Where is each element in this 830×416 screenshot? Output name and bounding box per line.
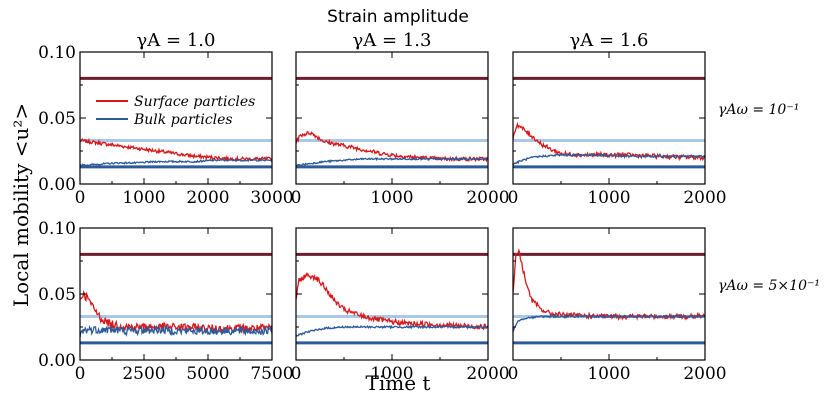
figure-suptitle: Strain amplitude (327, 7, 469, 27)
row-labels: γAω = 10⁻¹ γAω = 5×10⁻¹ (718, 102, 820, 294)
series-line-surface (80, 290, 272, 335)
x-tick-label: 2000 (466, 188, 509, 208)
x-tick-label: 1000 (587, 188, 630, 208)
row-label-2: γAω = 5×10⁻¹ (718, 278, 820, 294)
x-tick-label: 2000 (186, 188, 229, 208)
x-tick-label: 2000 (683, 364, 726, 384)
series-line-bulk (80, 158, 272, 168)
y-tick-label: 0.10 (38, 219, 76, 239)
x-tick-label: 2000 (683, 188, 726, 208)
x-tick-label: 0 (508, 364, 519, 384)
series-line-surface (296, 130, 488, 163)
y-tick-label: 0.05 (38, 285, 76, 305)
y-tick-label: 0.05 (38, 109, 76, 129)
x-tick-label: 0 (75, 364, 86, 384)
series-line-bulk (296, 324, 488, 338)
series-line-surface (513, 248, 705, 321)
column-title-3: γA = 1.6 (570, 30, 649, 51)
x-tick-label: 2000 (466, 364, 509, 384)
panel-frame (295, 51, 489, 185)
column-title-1: γA = 1.0 (137, 30, 216, 51)
x-tick-label: 1000 (370, 364, 413, 384)
y-axis-label: Local mobility <u²> (9, 103, 33, 307)
x-tick-label: 1000 (122, 188, 165, 208)
x-tick-label: 1000 (370, 188, 413, 208)
panel-frame (512, 51, 706, 185)
x-tick-label: 0 (75, 188, 86, 208)
x-tick-label: 0 (291, 364, 302, 384)
series-line-bulk (296, 156, 488, 167)
series-line-bulk (80, 324, 272, 338)
x-tick-label: 7500 (250, 364, 293, 384)
x-tick-label: 2500 (122, 364, 165, 384)
panel-r1c2: 0 1000 2000 (291, 51, 510, 208)
legend: Surface particles Bulk particles (96, 94, 255, 128)
series-line-surface (296, 272, 488, 331)
series-line-bulk (513, 314, 705, 333)
y-tick-label: 0.00 (38, 175, 76, 195)
x-axis-label: Time t (366, 371, 431, 395)
series-line-bulk (513, 152, 705, 166)
panel-frame (295, 227, 489, 361)
panel-r1c3: 0 1000 2000 (508, 51, 727, 208)
series-line-surface (513, 121, 705, 162)
panel-r1c1: 0 1000 2000 3000 0.00 0.05 0.10 (38, 43, 293, 208)
panel-r2c3: 0 1000 2000 (508, 227, 727, 384)
column-title-2: γA = 1.3 (353, 30, 432, 51)
x-tick-label: 5000 (186, 364, 229, 384)
panel-frame (512, 227, 706, 361)
x-tick-label: 1000 (587, 364, 630, 384)
row-label-1: γAω = 10⁻¹ (718, 102, 799, 118)
column-titles: γA = 1.0 γA = 1.3 γA = 1.6 (137, 30, 649, 51)
panel-frame (79, 227, 273, 361)
panel-r2c2: 0 1000 2000 (291, 227, 510, 384)
y-tick-label: 0.10 (38, 43, 76, 63)
x-tick-label: 0 (508, 188, 519, 208)
x-tick-label: 0 (291, 188, 302, 208)
legend-label-2: Bulk particles (133, 112, 233, 128)
x-tick-label: 3000 (250, 188, 293, 208)
series-line-surface (80, 137, 272, 163)
panel-r2c1: 0 2500 5000 7500 0.00 0.05 0.10 (38, 219, 293, 384)
y-tick-label: 0.00 (38, 351, 76, 371)
legend-label-1: Surface particles (134, 94, 255, 110)
